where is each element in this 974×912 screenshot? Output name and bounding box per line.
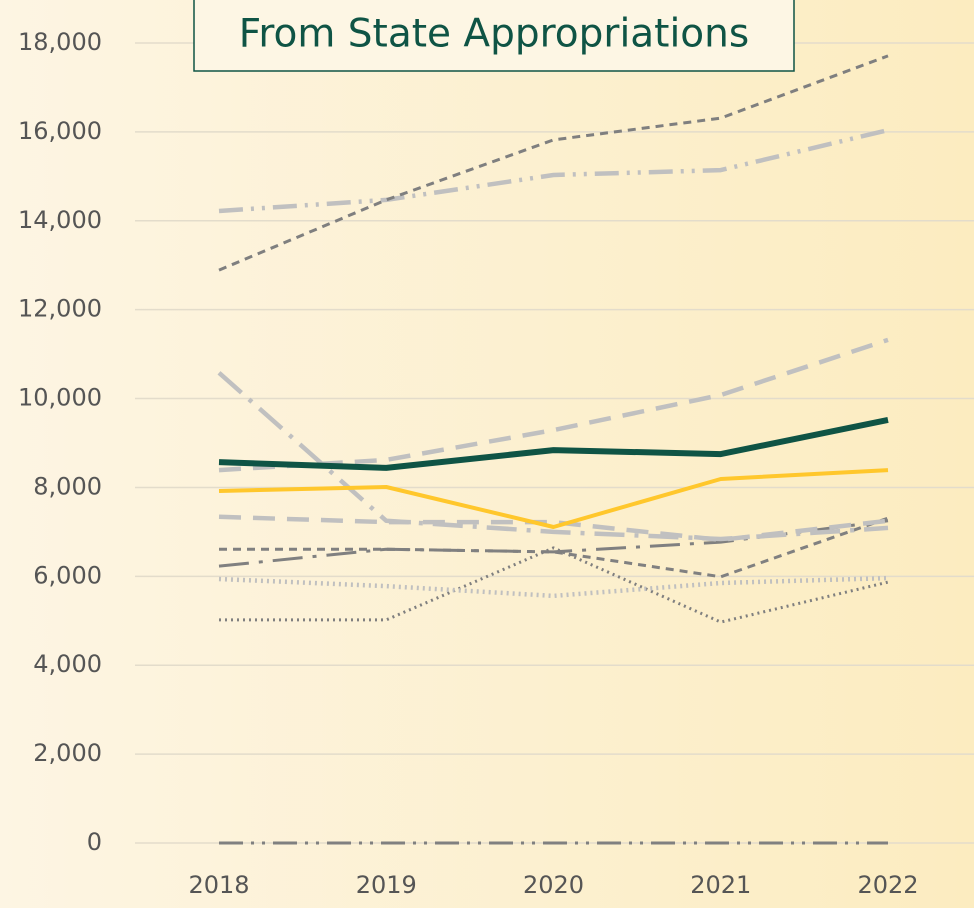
y-tick-label: 6,000 [33,561,102,589]
y-tick-label: 18,000 [18,28,102,56]
y-tick-label: 10,000 [18,384,102,412]
x-tick-label: 2019 [356,871,417,899]
series-line [218,416,889,471]
x-tick-label: 2020 [523,871,584,899]
x-tick-label: 2022 [857,871,918,899]
lines [217,54,889,845]
series-line [219,516,889,579]
y-tick-label: 8,000 [33,472,102,500]
y-tick-label: 12,000 [18,295,102,323]
series-line [218,468,889,529]
series-line [218,127,889,214]
y-tick-label: 0 [87,828,102,856]
x-tick-label: 2018 [188,871,249,899]
chart-title: From State Appropriations [239,12,749,57]
grid [135,42,974,844]
y-tick-label: 16,000 [18,117,102,145]
y-tick-label: 4,000 [33,650,102,678]
series-line [219,546,889,624]
y-tick-label: 14,000 [18,206,102,234]
title-box [193,0,795,72]
y-tick-label: 2,000 [33,739,102,767]
x-tick-label: 2021 [690,871,751,899]
series-line [217,371,889,542]
series-line [218,575,889,599]
